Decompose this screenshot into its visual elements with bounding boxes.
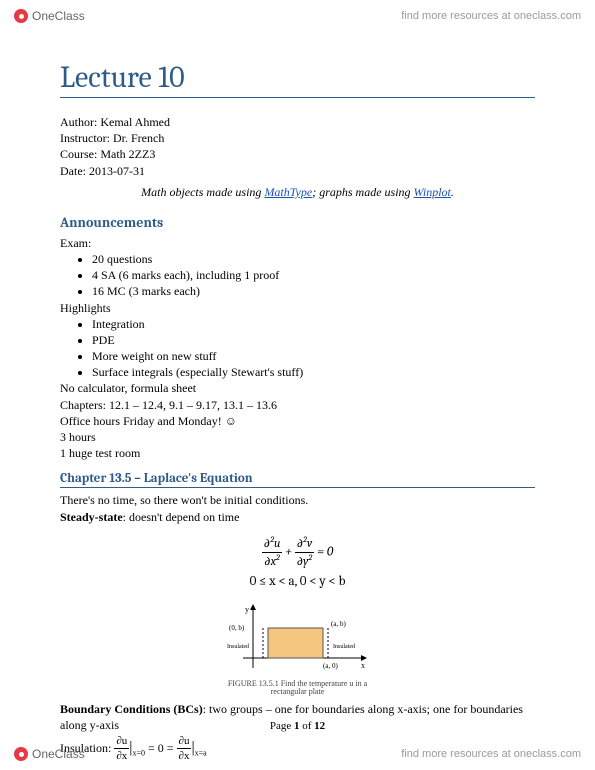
author-value: Kemal Ahmed [100, 115, 170, 129]
instructor-label: Instructor: [60, 131, 110, 145]
figure-svg: y x (0, b) (a, b) (a, 0) Insulated Insul… [223, 598, 373, 678]
credits-prefix: Math objects made using [141, 185, 264, 199]
resources-link-bottom[interactable]: find more resources at oneclass.com [401, 748, 581, 760]
laplace-equation: ∂2u∂x2 + ∂2v∂y2 = 0 0 ≤ x < a, 0 < y < b [60, 535, 535, 592]
bc-label: Boundary Conditions (BCs) [60, 702, 203, 716]
brand-logo-footer: OneClass [14, 747, 85, 761]
fig-a0-label: (a, 0) [323, 662, 338, 670]
chapter-line1: There's no time, so there won't be initi… [60, 492, 535, 508]
announcements-heading: Announcements [60, 214, 535, 231]
fig-x-label: x [361, 661, 365, 670]
exam-label: Exam: [60, 235, 535, 251]
announcements-body: Exam: 20 questions 4 SA (6 marks each), … [60, 235, 535, 462]
date-value: 2013-07-31 [89, 164, 145, 178]
credits-line: Math objects made using MathType; graphs… [60, 185, 535, 200]
eq-rhs: = 0 [314, 544, 333, 559]
course-label: Course: [60, 147, 97, 161]
brand-name-footer: OneClass [32, 747, 85, 761]
brand-footer: OneClass find more resources at oneclass… [0, 738, 595, 770]
office-hours-line: Office hours Friday and Monday! ☺ [60, 413, 535, 429]
domain-line: 0 ≤ x < a, 0 < y < b [60, 573, 535, 591]
list-item: Surface integrals (especially Stewart's … [92, 364, 535, 380]
chapter-heading: Chapter 13.5 – Laplace's Equation [60, 471, 535, 488]
brand-logo: OneClass [14, 9, 85, 23]
credits-mid: ; graphs made using [312, 185, 413, 199]
hours-line: 3 hours [60, 429, 535, 445]
fig-ins-left: Insulated [227, 644, 249, 650]
page-title: Lecture 10 [60, 60, 535, 95]
steady-state-label: Steady-state [60, 510, 123, 524]
mathtype-link[interactable]: MathType [264, 185, 312, 199]
list-item: More weight on new stuff [92, 348, 535, 364]
highlights-list: Integration PDE More weight on new stuff… [60, 316, 535, 381]
page-of: of [299, 720, 314, 732]
fig-ins-right: Insulated [333, 644, 355, 650]
list-item: 4 SA (6 marks each), including 1 proof [92, 267, 535, 283]
brand-name: OneClass [32, 9, 85, 23]
logo-icon [14, 9, 28, 23]
note-calculator: No calculator, formula sheet [60, 380, 535, 396]
list-item: PDE [92, 332, 535, 348]
list-item: 20 questions [92, 251, 535, 267]
resources-link-top[interactable]: find more resources at oneclass.com [401, 10, 581, 22]
exam-list: 20 questions 4 SA (6 marks each), includ… [60, 251, 535, 300]
winplot-link[interactable]: Winplot [414, 185, 451, 199]
meta-block: Author: Kemal Ahmed Instructor: Dr. Fren… [60, 114, 535, 179]
logo-icon [14, 747, 28, 761]
brand-header: OneClass find more resources at oneclass… [0, 0, 595, 32]
list-item: Integration [92, 316, 535, 332]
page-number: Page 1 of 12 [0, 720, 595, 732]
author-label: Author: [60, 115, 97, 129]
figure-13-5-1: y x (0, b) (a, b) (a, 0) Insulated Insul… [218, 598, 378, 698]
fig-y-label: y [245, 605, 249, 614]
date-label: Date: [60, 164, 86, 178]
list-item: 16 MC (3 marks each) [92, 283, 535, 299]
course-value: Math 2ZZ3 [100, 147, 155, 161]
steady-state-text: : doesn't depend on time [123, 510, 240, 524]
instructor-value: Dr. French [113, 131, 164, 145]
credits-suffix: . [451, 185, 454, 199]
title-rule [60, 97, 535, 98]
page-total: 12 [314, 720, 325, 732]
page-prefix: Page [270, 720, 294, 732]
fig-0b-label: (0, b) [229, 624, 245, 632]
highlights-label: Highlights [60, 300, 535, 316]
figure-caption: FIGURE 13.5.1 Find the temperature u in … [218, 680, 378, 698]
document-page: Lecture 10 Author: Kemal Ahmed Instructo… [60, 60, 535, 710]
chapters-line: Chapters: 12.1 – 12.4, 9.1 – 9.17, 13.1 … [60, 397, 535, 413]
fig-ab-label: (a, b) [331, 620, 346, 628]
room-line: 1 huge test room [60, 445, 535, 461]
